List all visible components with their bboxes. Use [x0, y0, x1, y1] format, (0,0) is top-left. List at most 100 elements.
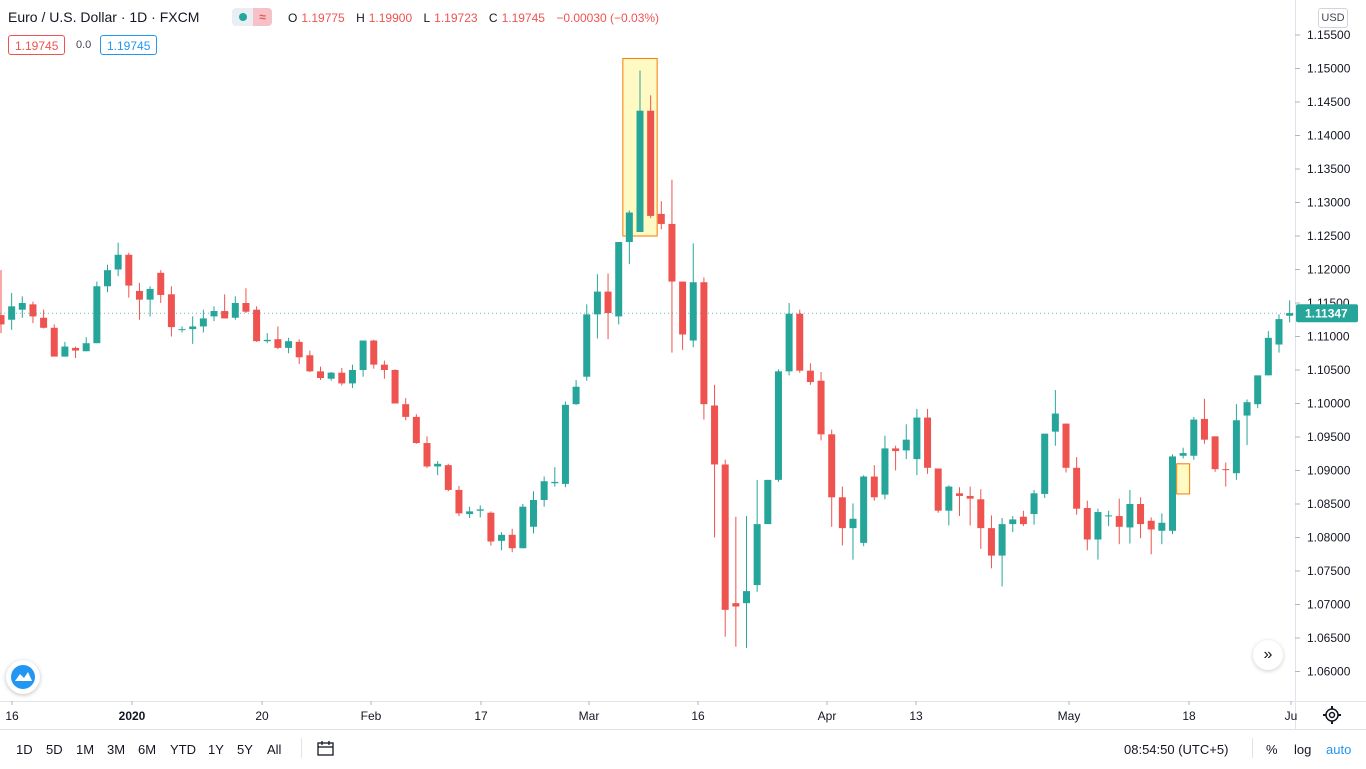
timeframe-ytd[interactable]: YTD — [170, 742, 196, 757]
auto-scale-toggle[interactable]: auto — [1326, 742, 1352, 757]
candle-body — [295, 341, 303, 358]
time-label: Mar — [579, 709, 600, 723]
candle-body — [828, 434, 836, 498]
clock-timezone[interactable]: 08:54:50 (UTC+5) — [1124, 742, 1229, 757]
candle-body — [1286, 313, 1294, 316]
last-price-marker: 1.11347 — [0, 304, 1358, 323]
candle-body — [199, 318, 207, 327]
candle-body — [636, 110, 644, 232]
candle-body — [604, 291, 612, 314]
candle-body — [29, 304, 37, 317]
log-scale-toggle[interactable]: log — [1294, 742, 1312, 757]
timeframe-1m[interactable]: 1M — [76, 742, 95, 757]
spread-value: 0.0 — [76, 39, 92, 51]
candle-body — [647, 110, 655, 216]
price-chart[interactable]: 1.15500 1.15000 1.14500 1.14000 1.13500 1.130… — [0, 0, 1366, 729]
candle-body — [189, 326, 197, 330]
candle-body — [285, 341, 293, 348]
highlight-box — [1176, 463, 1191, 495]
candle-body — [700, 282, 708, 405]
sell-price-button[interactable]: 1.19745 — [8, 35, 66, 55]
candle-body — [711, 405, 719, 465]
tradingview-logo[interactable] — [6, 660, 40, 694]
timeframe-1d[interactable]: 1D — [16, 742, 33, 757]
candle-body — [306, 355, 314, 372]
low-value: 1.19723 — [434, 11, 478, 25]
candle-body — [1254, 375, 1262, 405]
timeframe-6m[interactable]: 6M — [138, 742, 157, 757]
candle-body — [434, 463, 442, 467]
candle-body — [253, 309, 261, 342]
timeframe-1y[interactable]: 1Y — [208, 742, 224, 757]
candle-body — [104, 270, 111, 287]
market-open-icon — [239, 13, 247, 21]
candle-body — [721, 464, 729, 610]
candle-body — [977, 499, 985, 529]
candle-body — [146, 288, 154, 300]
toolbar-divider — [301, 738, 302, 758]
candle-body — [998, 524, 1006, 556]
candle-body — [657, 213, 665, 224]
symbol-title[interactable]: Euro / U.S. Dollar · 1D · FXCM — [8, 9, 200, 25]
price-label: 1.06000 — [1307, 665, 1351, 679]
candle-body — [987, 528, 995, 556]
time-label: Apr — [818, 709, 837, 723]
candle-body — [540, 481, 548, 500]
candle-body — [806, 370, 814, 383]
candle-body — [732, 603, 740, 607]
change-value: −0.00030 (−0.03%) — [556, 11, 660, 25]
candle-body — [572, 386, 580, 405]
candle-body — [135, 290, 143, 300]
candle-body — [498, 534, 506, 541]
candle-body — [892, 448, 900, 452]
price-label: 1.08500 — [1307, 497, 1351, 511]
candle-body — [689, 282, 697, 341]
candle-body — [1083, 508, 1091, 540]
candle-body — [444, 465, 452, 490]
timeframe-5d[interactable]: 5D — [46, 742, 63, 757]
candle-body — [1147, 520, 1155, 530]
market-status[interactable]: ≈ — [232, 8, 272, 26]
chart-settings-button[interactable] — [1322, 705, 1342, 725]
candle-body — [1073, 467, 1081, 509]
candle-body — [1126, 504, 1134, 528]
candle-body — [817, 380, 825, 435]
candle-body — [551, 481, 559, 484]
candle-body — [508, 534, 516, 549]
close-value: 1.19745 — [501, 11, 545, 25]
price-label: 1.08000 — [1307, 531, 1351, 545]
price-axis[interactable]: 1.15500 1.15000 1.14500 1.14000 1.13500 1.130… — [1295, 28, 1351, 679]
chart-header: Euro / U.S. Dollar · 1D · FXCM ≈ O 1.1977… — [0, 0, 1295, 60]
candle-body — [1211, 436, 1219, 470]
price-label: 1.14000 — [1307, 129, 1351, 143]
timeframe-3m[interactable]: 3M — [107, 742, 126, 757]
candle-body — [380, 364, 388, 370]
candle-body — [82, 343, 90, 352]
candle-body — [1179, 453, 1187, 456]
candle-body — [476, 509, 484, 511]
candle-body — [743, 591, 750, 604]
buy-price-button[interactable]: 1.19745 — [100, 35, 158, 55]
currency-button[interactable]: USD — [1318, 8, 1348, 28]
timeframe-5y[interactable]: 5Y — [237, 742, 253, 757]
percent-scale-toggle[interactable]: % — [1266, 742, 1278, 757]
candle-body — [945, 486, 953, 511]
candle-body — [1105, 515, 1113, 517]
candle-body — [178, 329, 186, 331]
price-label: 1.10000 — [1307, 397, 1351, 411]
candle-body — [50, 327, 58, 357]
candle-body — [913, 417, 921, 460]
candle-body — [764, 479, 772, 525]
candle-body — [838, 497, 846, 529]
time-axis[interactable]: 16 2020 20 Feb 17 Mar 16 Apr 13 May 18 Ju — [5, 701, 1297, 723]
time-label: 2020 — [119, 709, 146, 723]
candle-body — [455, 489, 463, 514]
timeframe-all[interactable]: All — [267, 742, 282, 757]
candle-body — [1030, 493, 1038, 515]
price-label: 1.15000 — [1307, 62, 1351, 76]
price-label: 1.13000 — [1307, 196, 1351, 210]
price-label: 1.10500 — [1307, 363, 1351, 377]
go-to-date-button[interactable] — [316, 740, 336, 758]
scroll-to-realtime-button[interactable]: » — [1253, 640, 1283, 670]
price-label: 1.12500 — [1307, 229, 1351, 243]
